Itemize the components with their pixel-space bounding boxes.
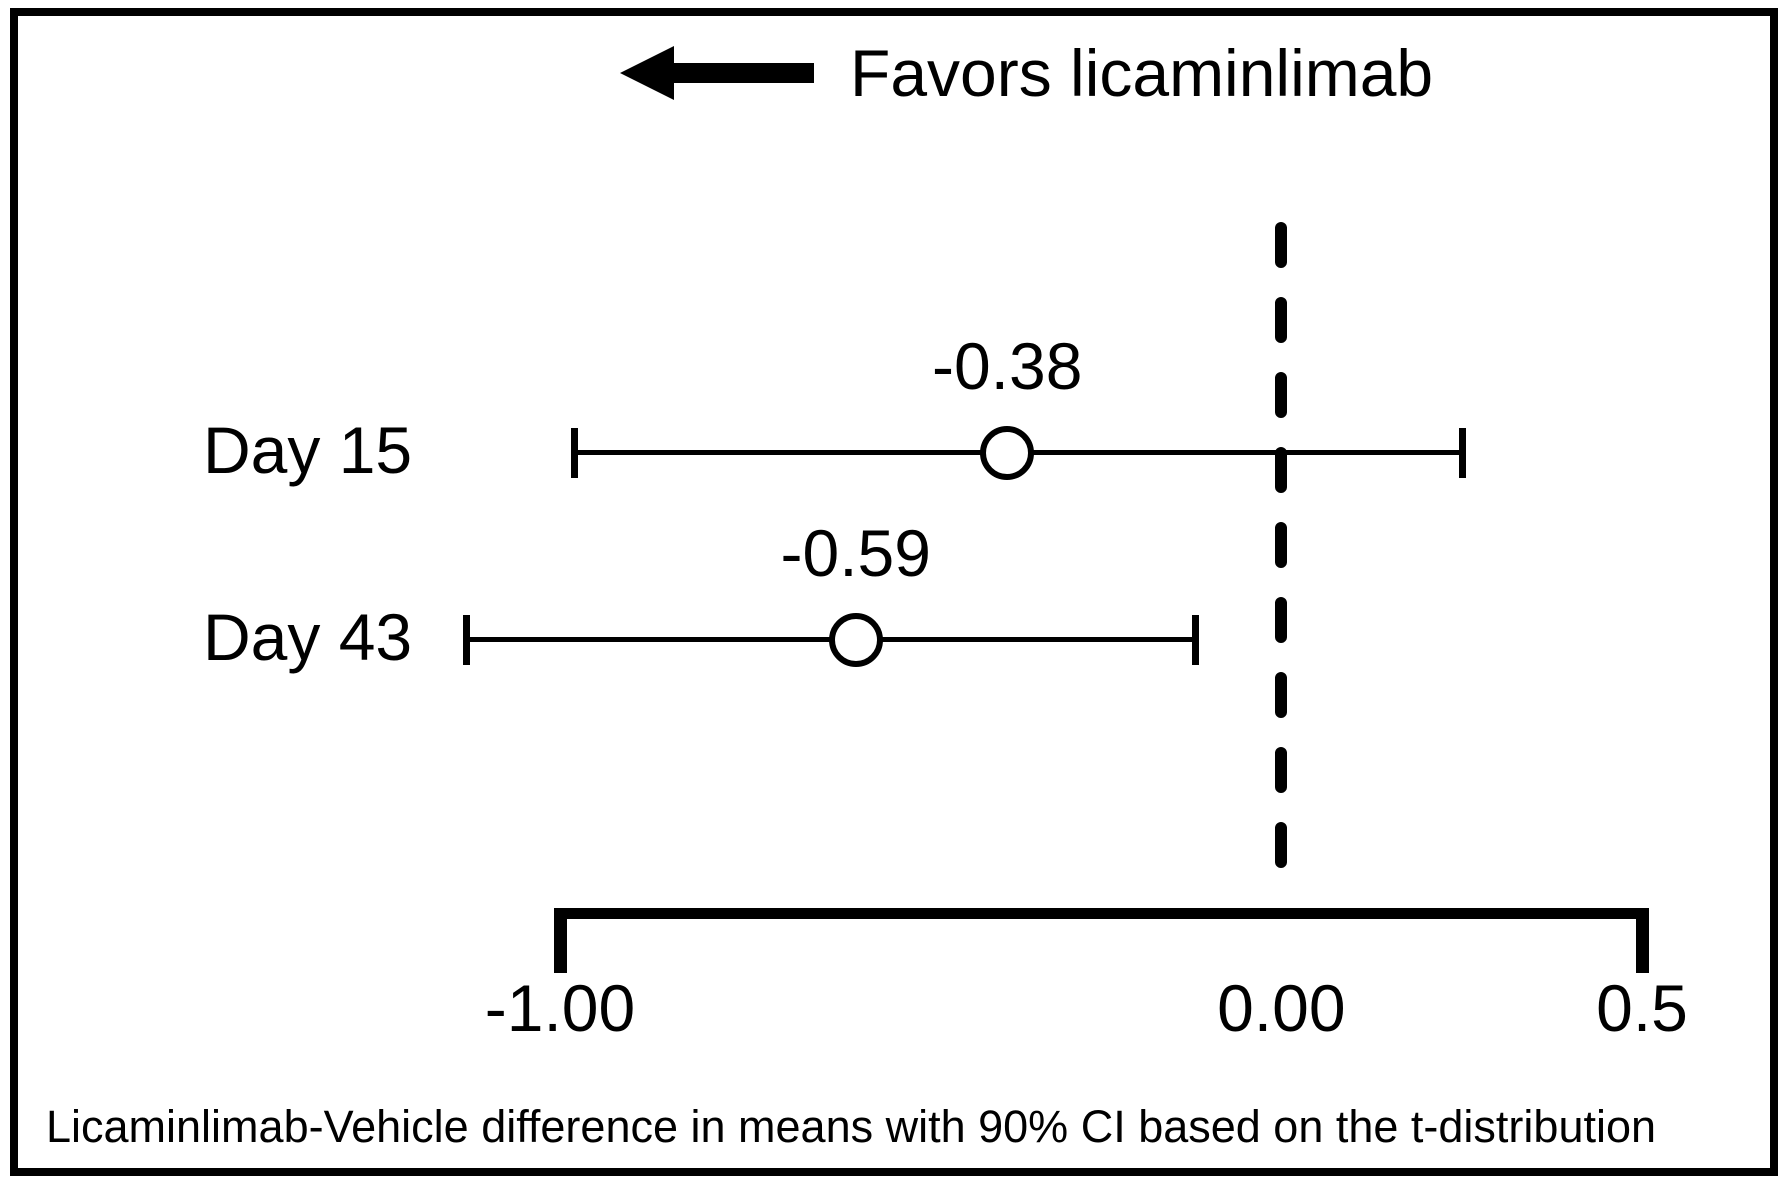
left-arrow-icon bbox=[620, 46, 814, 100]
zero-reference-line bbox=[1275, 222, 1288, 908]
plot-frame-border bbox=[10, 8, 1778, 1176]
ci-cap-left bbox=[463, 615, 471, 665]
axis-end-tick-right bbox=[1636, 908, 1649, 973]
row-label: Day 43 bbox=[203, 600, 413, 674]
ci-cap-right bbox=[1458, 428, 1466, 478]
estimate-value-label: -0.38 bbox=[932, 329, 1083, 403]
ci-cap-right bbox=[1191, 615, 1199, 665]
axis-end-tick-left bbox=[554, 908, 567, 973]
ci-cap-left bbox=[571, 428, 579, 478]
axis-line bbox=[554, 908, 1649, 919]
row-label: Day 15 bbox=[203, 413, 413, 487]
estimate-marker bbox=[828, 613, 883, 667]
estimate-marker bbox=[980, 426, 1035, 480]
estimate-value-label: -0.59 bbox=[780, 516, 931, 590]
axis-tick-label: -1.00 bbox=[484, 971, 636, 1045]
axis-tick-label: 0.00 bbox=[1217, 971, 1346, 1045]
direction-label: Favors licaminlimab bbox=[850, 36, 1434, 110]
axis-tick-label: 0.5 bbox=[1596, 971, 1688, 1045]
footnote: Licaminlimab-Vehicle difference in means… bbox=[46, 1101, 1657, 1152]
